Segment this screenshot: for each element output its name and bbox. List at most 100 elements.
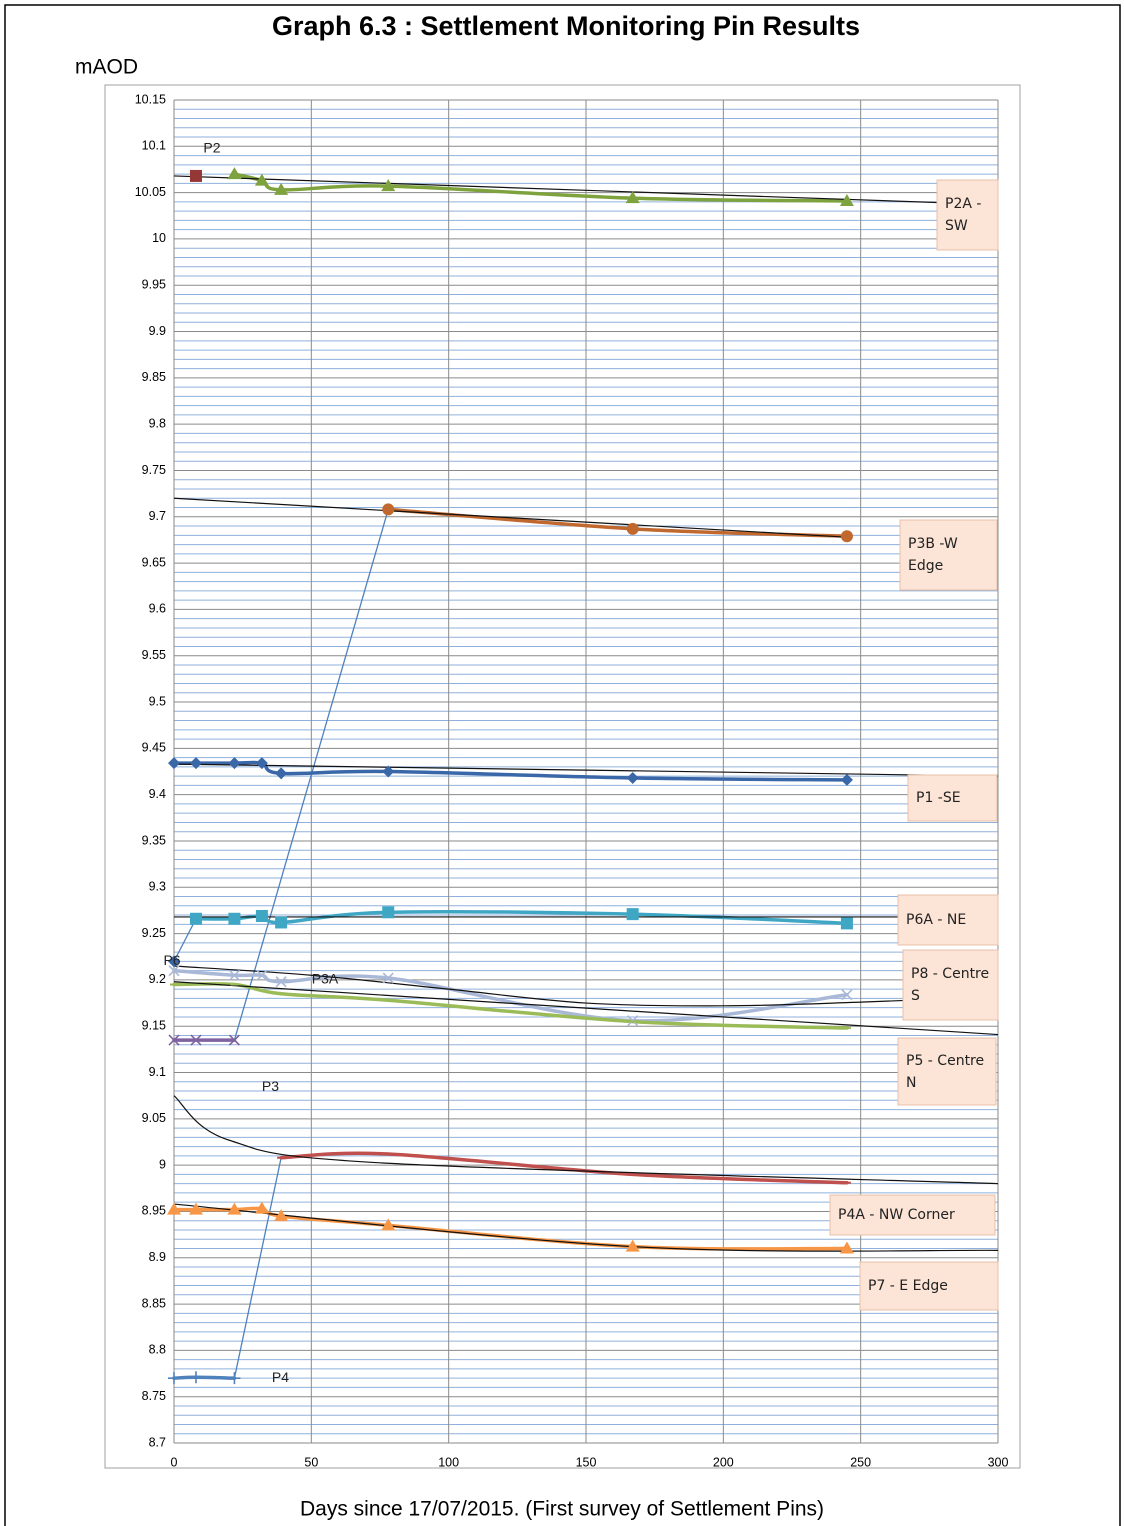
y-tick-label: 9.45 <box>142 741 166 755</box>
legend-box: P3B -W Edge <box>899 519 998 591</box>
y-tick-label: 10.1 <box>142 139 166 153</box>
marker <box>190 1034 202 1046</box>
legend-box-content: P1 -SE <box>916 790 961 806</box>
series-line <box>279 1151 849 1185</box>
x-tick-label: 150 <box>576 1455 597 1469</box>
marker <box>168 1372 180 1385</box>
marker <box>168 757 180 770</box>
marker <box>625 191 640 204</box>
y-axis-label: mAOD <box>75 56 138 79</box>
marker <box>167 1202 181 1215</box>
legend-box: P1 -SE <box>907 774 998 822</box>
x-tick-label: 50 <box>304 1455 318 1469</box>
y-tick-label: 9.1 <box>149 1065 166 1079</box>
series-line <box>194 909 849 926</box>
y-tick-label: 9.4 <box>149 787 166 801</box>
marker <box>255 757 268 770</box>
y-tick-label: 10.05 <box>135 185 166 199</box>
y-tick-label: 9.95 <box>142 278 166 292</box>
trendline <box>173 497 847 538</box>
y-tick-label: 9.15 <box>142 1019 166 1033</box>
y-tick-label: 9.55 <box>142 648 166 662</box>
marker <box>189 912 202 925</box>
trendline <box>173 1095 999 1185</box>
legend-box-bg <box>907 774 998 822</box>
marker <box>254 173 269 186</box>
connector-line <box>173 918 197 962</box>
legend-label: P6A - NE <box>906 912 967 928</box>
y-tick-label: 8.95 <box>142 1204 166 1218</box>
legend-box: P4A - NW Corner <box>829 1194 996 1236</box>
y-tick-label: 8.8 <box>149 1343 166 1357</box>
marker <box>255 909 268 922</box>
legend-box-content: P3B -W Edge <box>908 536 958 574</box>
y-tick-label: 9.5 <box>149 694 166 708</box>
marker <box>256 969 268 981</box>
legend-box: P8 - Centre S <box>902 949 999 1021</box>
legend-box-content: P4A - NW Corner <box>838 1207 955 1223</box>
marker <box>626 908 639 921</box>
marker <box>382 503 395 516</box>
series-line <box>172 760 849 782</box>
legend-box-bg <box>829 1194 996 1236</box>
legend-box-bg <box>899 519 998 591</box>
marker <box>275 767 288 780</box>
legend-box-bg <box>902 949 999 1021</box>
legend-box-content: P6A - NE <box>906 912 967 928</box>
legend-box-bg <box>936 179 999 251</box>
y-tick-label: 9.2 <box>149 972 166 986</box>
legend-label: P1 -SE <box>916 790 961 806</box>
legend-box-bg <box>897 894 999 946</box>
legend-box: P6A - NE <box>897 894 999 946</box>
marker <box>228 1034 240 1046</box>
marker <box>188 1202 203 1215</box>
marker <box>382 906 395 919</box>
x-tick-label: 250 <box>850 1455 871 1469</box>
x-tick-label: 300 <box>988 1455 1009 1469</box>
legend-box-bg <box>859 1261 999 1311</box>
marker <box>274 182 289 195</box>
marker <box>189 169 202 182</box>
marker <box>381 179 396 192</box>
x-tick-label: 0 <box>171 1455 178 1469</box>
y-tick-label: 9.85 <box>142 370 166 384</box>
marker <box>168 965 180 977</box>
marker <box>228 757 241 770</box>
trendline <box>173 981 999 1036</box>
marker <box>168 1034 180 1046</box>
legend-box: P7 - E Edge <box>859 1261 999 1311</box>
y-tick-label: 9.9 <box>149 324 166 338</box>
series-line <box>172 1375 237 1380</box>
marker <box>840 917 853 930</box>
marker <box>626 522 639 535</box>
point-label: P4 <box>272 1369 289 1385</box>
y-tick-label: 10 <box>152 231 166 245</box>
connector-line <box>233 1157 282 1379</box>
y-tick-label: 9.75 <box>142 463 166 477</box>
marker <box>840 773 853 786</box>
marker <box>275 916 288 929</box>
x-tick-label: 100 <box>438 1455 459 1469</box>
series-line <box>172 968 849 1023</box>
marker <box>626 771 639 784</box>
legend-box-content: P2A -SW <box>945 196 981 234</box>
outer-border <box>4 4 1121 1526</box>
legend-label: P3B -W Edge <box>908 536 958 574</box>
point-label: P2 <box>203 140 220 156</box>
marker <box>228 1372 241 1385</box>
legend-box: P5 - Centre N <box>897 1037 997 1106</box>
marker <box>275 976 287 988</box>
y-tick-label: 9 <box>159 1157 166 1171</box>
y-tick-label: 10.15 <box>135 92 166 106</box>
legend-label: P7 - E Edge <box>868 1278 948 1294</box>
marker <box>381 1218 396 1231</box>
legend-box-content: P8 - Centre S <box>911 966 989 1004</box>
marker <box>189 1371 202 1384</box>
trendline <box>173 175 999 206</box>
x-axis-label: Days since 17/07/2015. (First survey of … <box>300 1498 824 1521</box>
legend-box-content: P7 - E Edge <box>868 1278 948 1294</box>
y-tick-label: 9.3 <box>149 880 166 894</box>
marker <box>274 1209 289 1222</box>
chart-title: Graph 6.3 : Settlement Monitoring Pin Re… <box>272 11 860 41</box>
